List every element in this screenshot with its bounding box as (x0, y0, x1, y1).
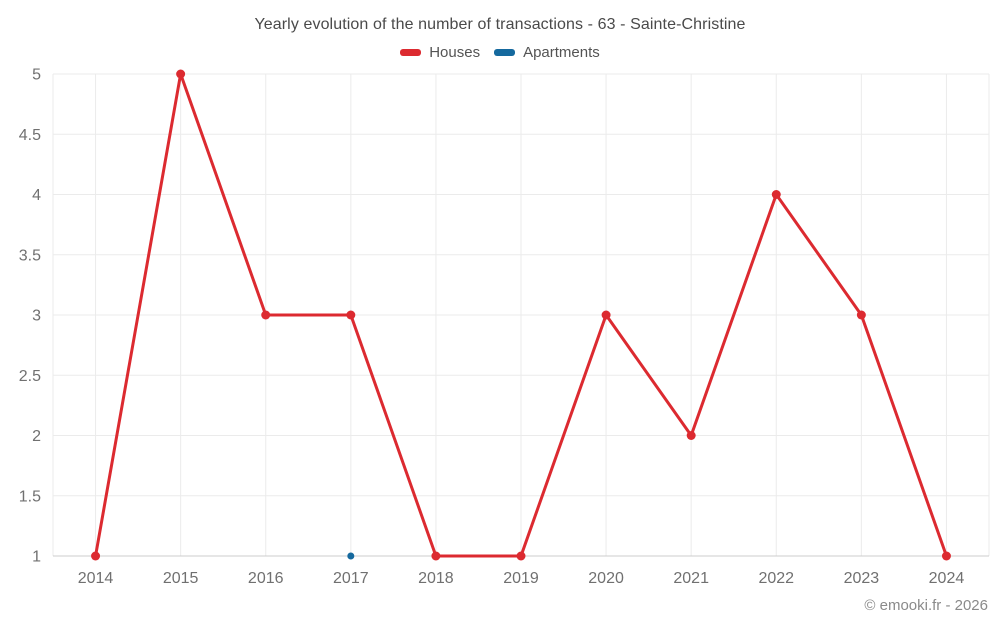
x-tick-label: 2022 (758, 570, 794, 587)
houses-legend-swatch-icon (400, 49, 422, 56)
x-tick-label: 2015 (163, 570, 199, 587)
x-tick-label: 2023 (844, 570, 880, 587)
apartments-point-2017[interactable] (347, 552, 355, 560)
legend-item-houses[interactable]: Houses (400, 44, 480, 61)
y-tick-label: 2.5 (19, 368, 41, 385)
chart-legend: Houses Apartments (0, 44, 1000, 61)
houses-point-2020[interactable] (601, 310, 611, 320)
houses-point-2024[interactable] (941, 551, 951, 561)
houses-point-2023[interactable] (856, 310, 866, 320)
houses-point-2021[interactable] (686, 431, 696, 440)
legend-label-houses: Houses (429, 44, 481, 61)
houses-point-2019[interactable] (516, 551, 526, 561)
x-tick-label: 2016 (248, 570, 284, 587)
houses-point-2022[interactable] (771, 190, 781, 199)
chart-title: Yearly evolution of the number of transa… (254, 16, 746, 33)
houses-point-2015[interactable] (176, 69, 186, 79)
y-tick-label: 3 (32, 308, 41, 325)
x-tick-label: 2020 (588, 570, 624, 587)
y-tick-label: 5 (32, 67, 41, 84)
houses-point-2017[interactable] (346, 310, 356, 320)
y-tick-label: 4.5 (19, 127, 41, 144)
houses-point-2014[interactable] (91, 551, 101, 561)
x-tick-label: 2019 (503, 570, 539, 587)
x-tick-label: 2018 (418, 570, 454, 587)
y-tick-label: 1 (32, 549, 41, 566)
y-tick-label: 4 (32, 187, 41, 204)
y-tick-label: 1.5 (19, 488, 41, 505)
legend-label-apartments: Apartments (523, 44, 600, 61)
legend-item-apartments[interactable]: Apartments (494, 44, 600, 61)
apartments-legend-swatch-icon (494, 49, 516, 56)
houses-point-2016[interactable] (261, 310, 271, 320)
x-tick-label: 2021 (673, 570, 709, 587)
y-tick-label: 3.5 (19, 247, 41, 264)
x-tick-label: 2017 (333, 570, 369, 587)
houses-point-2018[interactable] (431, 551, 441, 561)
x-tick-label: 2024 (929, 570, 965, 587)
y-tick-label: 2 (32, 428, 41, 445)
x-tick-label: 2014 (78, 570, 114, 587)
watermark: © emooki.fr - 2026 (864, 597, 988, 614)
